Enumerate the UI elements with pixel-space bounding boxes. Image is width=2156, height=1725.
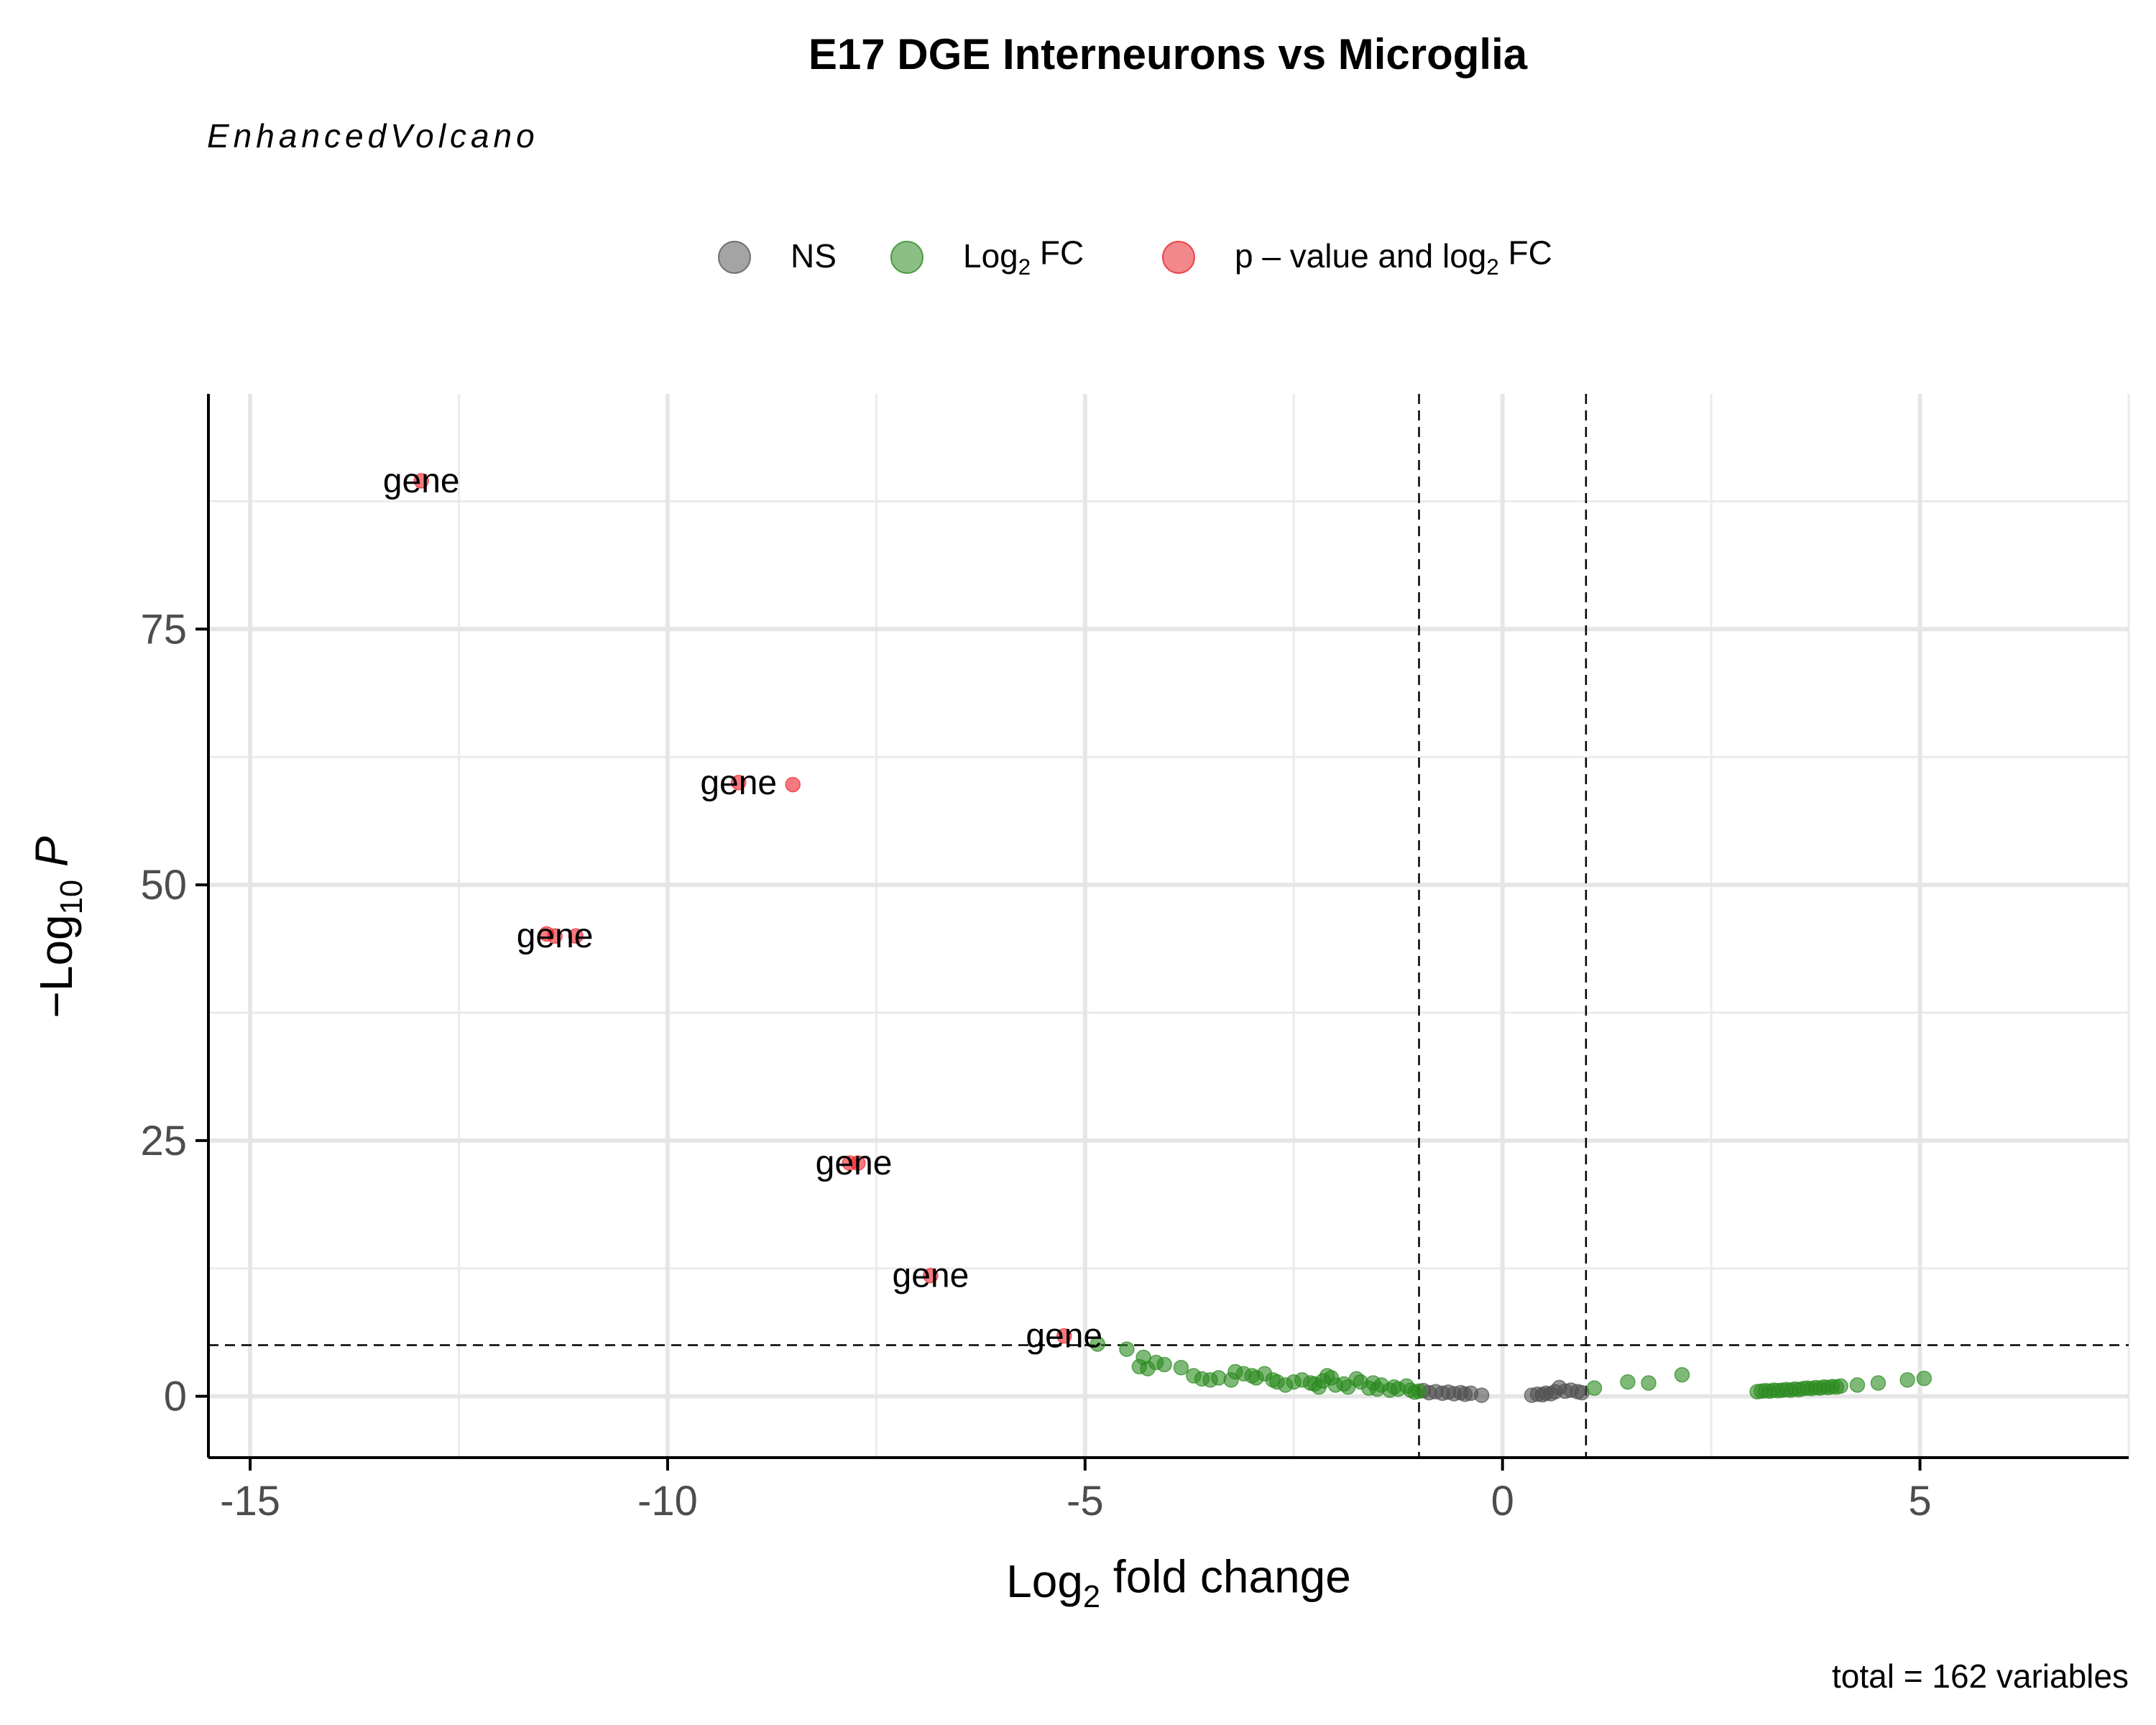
gene-label: gene	[383, 462, 460, 500]
gene-label: gene	[1026, 1317, 1102, 1356]
legend-label: NS	[791, 237, 837, 275]
gene-label: gene	[517, 917, 594, 955]
y-tick-label: 25	[140, 1118, 187, 1164]
point-fc	[1620, 1374, 1636, 1390]
point-fc	[1641, 1375, 1657, 1391]
y-tick-label: 50	[140, 862, 187, 908]
point-fc	[1916, 1370, 1932, 1386]
legend: NS Log2 FC p – value and log2 FC	[718, 234, 1552, 280]
legend-item-p-fc: p – value and log2 FC	[1162, 234, 1552, 280]
x-tick-label: -15	[220, 1478, 280, 1524]
point-fc	[1899, 1372, 1915, 1388]
gene-label: gene	[893, 1257, 969, 1295]
legend-item-fc: Log2 FC	[890, 234, 1084, 280]
point-fc	[1265, 1372, 1281, 1388]
point-fc	[1369, 1381, 1386, 1397]
point-p-fc	[413, 473, 429, 489]
x-tick-label: -5	[1067, 1478, 1104, 1524]
point-fc	[1870, 1375, 1886, 1391]
point-ns	[1473, 1387, 1490, 1403]
legend-item-ns: NS	[718, 237, 837, 275]
grid	[208, 394, 2130, 1458]
gene-label: gene	[700, 764, 777, 802]
point-fc	[1411, 1383, 1427, 1399]
chart-title: E17 DGE Interneurons vs Microglia	[808, 30, 1528, 78]
point-fc	[1119, 1341, 1135, 1357]
x-axis-label: Log2 fold change	[1006, 1550, 1351, 1614]
data-points	[413, 473, 1932, 1403]
point-p-fc	[730, 775, 747, 791]
point-p-fc	[547, 928, 563, 944]
point-fc	[1140, 1361, 1156, 1376]
point-p-fc	[568, 928, 584, 944]
chart-subtitle: EnhancedVolcano	[207, 117, 539, 155]
point-fc	[1674, 1366, 1690, 1383]
legend-key	[890, 241, 923, 274]
point-p-fc	[850, 1155, 866, 1171]
point-fc	[1210, 1370, 1227, 1386]
point-p-fc	[785, 776, 801, 793]
point-fc	[1194, 1371, 1210, 1387]
legend-key	[718, 241, 751, 274]
caption: total = 162 variables	[1832, 1657, 2129, 1695]
point-fc	[1089, 1336, 1106, 1352]
legend-label: Log2 FC	[963, 234, 1084, 280]
x-tick-label: 0	[1491, 1478, 1514, 1524]
x-tick-label: 5	[1908, 1478, 1931, 1524]
legend-label: p – value and log2 FC	[1235, 234, 1552, 280]
point-p-fc	[923, 1267, 939, 1284]
point-fc	[1156, 1356, 1172, 1373]
cutoff-lines	[208, 394, 2129, 1458]
point-p-fc	[1056, 1328, 1072, 1344]
y-tick-label: 75	[140, 606, 187, 653]
point-fc	[1223, 1372, 1239, 1388]
gene-label: gene	[816, 1144, 893, 1182]
point-fc	[1849, 1377, 1866, 1393]
legend-key	[1162, 241, 1195, 274]
point-fc	[1173, 1360, 1189, 1376]
y-axis-label: −Log10 P	[25, 836, 88, 1018]
y-tick-label: 0	[164, 1374, 187, 1420]
point-fc	[1833, 1378, 1848, 1394]
x-tick-label: -10	[637, 1478, 698, 1524]
gene-labels: gene gene gene gene gene gene	[383, 462, 1102, 1356]
point-fc	[1586, 1380, 1603, 1396]
